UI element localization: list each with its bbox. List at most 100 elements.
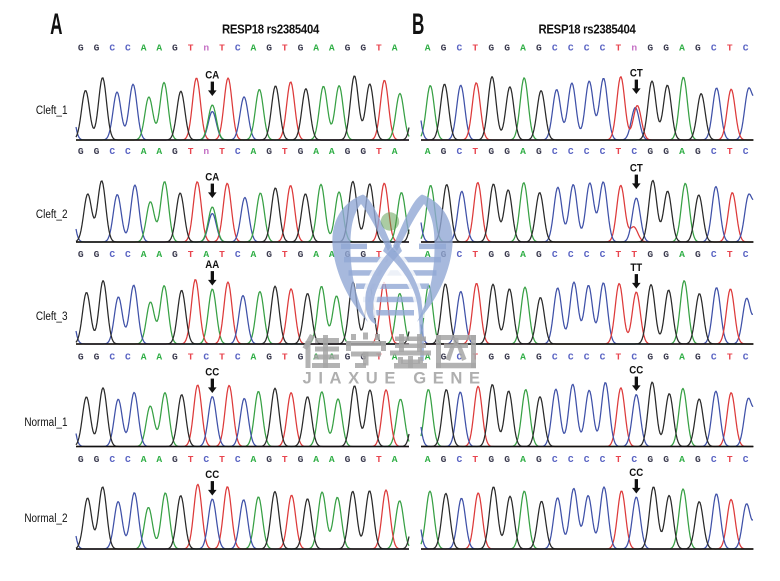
svg-text:G: G: [94, 249, 100, 260]
svg-text:Normal_2: Normal_2: [24, 512, 67, 525]
svg-text:A: A: [141, 352, 147, 363]
svg-text:G: G: [298, 454, 304, 465]
svg-text:C: C: [203, 352, 209, 363]
svg-text:G: G: [536, 249, 542, 260]
svg-text:G: G: [488, 42, 494, 53]
svg-text:A: A: [313, 146, 319, 157]
svg-text:CT: CT: [630, 162, 643, 175]
svg-text:G: G: [441, 146, 447, 157]
svg-text:T: T: [188, 42, 194, 53]
svg-text:T: T: [472, 42, 478, 53]
svg-text:CT: CT: [630, 67, 643, 80]
svg-text:C: C: [584, 352, 590, 363]
svg-text:G: G: [172, 454, 178, 465]
svg-text:G: G: [298, 42, 304, 53]
svg-text:T: T: [376, 352, 382, 363]
svg-text:A: A: [141, 42, 147, 53]
svg-text:G: G: [266, 454, 272, 465]
svg-text:CC: CC: [629, 466, 643, 479]
svg-text:G: G: [663, 42, 669, 53]
svg-text:CA: CA: [205, 69, 219, 82]
svg-text:G: G: [298, 146, 304, 157]
svg-text:C: C: [568, 42, 574, 53]
svg-text:T: T: [282, 146, 288, 157]
svg-text:C: C: [600, 454, 606, 465]
svg-text:A: A: [425, 249, 431, 260]
svg-text:T: T: [219, 352, 225, 363]
svg-text:C: C: [568, 352, 574, 363]
svg-text:C: C: [109, 352, 115, 363]
svg-text:C: C: [711, 352, 717, 363]
svg-text:G: G: [345, 454, 351, 465]
svg-text:G: G: [695, 352, 701, 363]
svg-text:A: A: [329, 249, 335, 260]
svg-text:T: T: [727, 146, 733, 157]
svg-text:T: T: [376, 42, 382, 53]
svg-text:C: C: [743, 146, 749, 157]
svg-text:C: C: [743, 454, 749, 465]
svg-text:T: T: [616, 454, 622, 465]
svg-text:C: C: [125, 249, 131, 260]
svg-text:T: T: [282, 249, 288, 260]
svg-text:G: G: [94, 352, 100, 363]
svg-text:G: G: [488, 352, 494, 363]
svg-text:A: A: [156, 42, 162, 53]
svg-text:G: G: [647, 352, 653, 363]
svg-text:A: A: [520, 249, 526, 260]
svg-text:T: T: [219, 454, 225, 465]
svg-text:C: C: [743, 249, 749, 260]
svg-text:T: T: [727, 42, 733, 53]
svg-text:G: G: [488, 454, 494, 465]
svg-text:G: G: [345, 146, 351, 157]
svg-text:A: A: [425, 454, 431, 465]
svg-text:T: T: [616, 42, 622, 53]
svg-text:G: G: [504, 249, 510, 260]
svg-text:C: C: [125, 454, 131, 465]
svg-text:G: G: [663, 249, 669, 260]
svg-text:T: T: [472, 146, 478, 157]
svg-text:A: A: [251, 454, 257, 465]
svg-text:C: C: [631, 454, 637, 465]
svg-text:A: A: [251, 352, 257, 363]
svg-text:n: n: [203, 42, 209, 53]
svg-text:A: A: [251, 146, 257, 157]
svg-text:G: G: [695, 249, 701, 260]
svg-text:Cleft_1: Cleft_1: [36, 104, 68, 117]
svg-text:A: A: [141, 146, 147, 157]
svg-text:G: G: [441, 42, 447, 53]
svg-text:C: C: [711, 454, 717, 465]
svg-text:C: C: [109, 454, 115, 465]
svg-text:G: G: [647, 42, 653, 53]
svg-text:G: G: [536, 42, 542, 53]
svg-text:T: T: [376, 454, 382, 465]
svg-text:n: n: [203, 146, 209, 157]
svg-text:T: T: [616, 352, 622, 363]
svg-text:G: G: [266, 249, 272, 260]
svg-text:A: A: [141, 454, 147, 465]
svg-text:G: G: [663, 352, 669, 363]
svg-text:G: G: [345, 352, 351, 363]
svg-text:G: G: [360, 249, 366, 260]
svg-text:T: T: [472, 249, 478, 260]
svg-text:C: C: [109, 146, 115, 157]
svg-text:A: A: [50, 8, 62, 41]
svg-text:G: G: [94, 42, 100, 53]
svg-text:Normal_1: Normal_1: [24, 416, 67, 429]
svg-text:C: C: [584, 454, 590, 465]
svg-text:C: C: [552, 249, 558, 260]
svg-text:A: A: [392, 352, 398, 363]
svg-text:T: T: [376, 146, 382, 157]
svg-text:C: C: [600, 249, 606, 260]
svg-text:C: C: [457, 352, 463, 363]
svg-text:C: C: [568, 146, 574, 157]
svg-text:T: T: [188, 352, 194, 363]
svg-text:T: T: [616, 249, 622, 260]
svg-text:G: G: [360, 42, 366, 53]
svg-text:G: G: [647, 146, 653, 157]
svg-text:G: G: [78, 454, 84, 465]
svg-text:A: A: [679, 352, 685, 363]
svg-text:C: C: [711, 42, 717, 53]
svg-text:T: T: [472, 454, 478, 465]
svg-text:Cleft_2: Cleft_2: [36, 208, 68, 221]
svg-text:G: G: [695, 42, 701, 53]
